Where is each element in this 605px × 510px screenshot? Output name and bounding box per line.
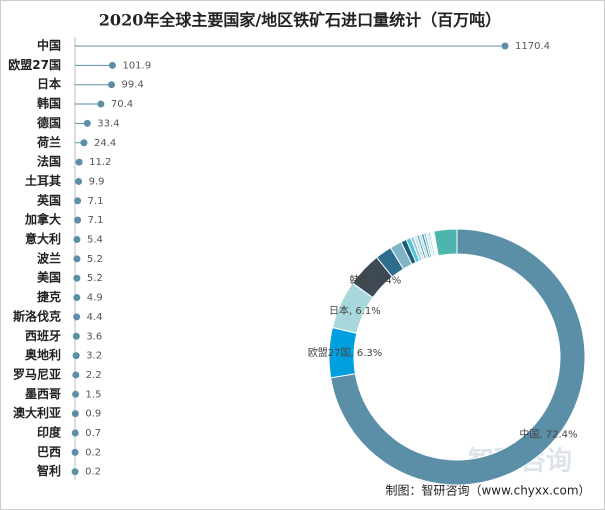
dot — [74, 216, 82, 224]
dot — [74, 197, 82, 205]
category-label: 西班牙 — [25, 328, 61, 343]
category-label: 土耳其 — [25, 173, 61, 188]
category-label: 韩国 — [37, 96, 61, 111]
value-label: 3.6 — [86, 331, 102, 342]
category-label: 巴西 — [37, 445, 61, 459]
category-label: 捷克 — [37, 289, 61, 304]
value-label: 9.9 — [89, 176, 105, 187]
category-label: 波兰 — [37, 250, 61, 265]
value-label: 99.4 — [122, 80, 144, 91]
category-label: 罗马尼亚 — [13, 366, 61, 381]
value-label: 7.1 — [88, 215, 104, 226]
value-label: 24.4 — [94, 138, 116, 149]
category-label: 智利 — [36, 463, 61, 478]
category-label: 荷兰 — [36, 134, 61, 149]
value-label: 7.1 — [88, 196, 104, 207]
dot — [75, 158, 83, 166]
value-label: 0.2 — [85, 467, 101, 478]
category-label: 美国 — [37, 270, 61, 285]
chart-title: 2020年全球主要国家/地区铁矿石进口量统计（百万吨） — [99, 11, 501, 30]
dot — [72, 371, 80, 379]
value-label: 3.2 — [86, 351, 102, 362]
category-label: 德国 — [37, 115, 61, 130]
dot — [71, 429, 79, 437]
dot — [73, 294, 81, 302]
slice-label: 韩国, 4.4% — [349, 273, 401, 286]
dot — [71, 448, 79, 456]
value-label: 101.9 — [122, 60, 151, 71]
donut-slice — [433, 228, 458, 257]
category-label: 法国 — [37, 154, 61, 169]
category-label: 墨西哥 — [25, 387, 61, 401]
dot — [73, 313, 81, 321]
category-label: 日本 — [37, 76, 61, 91]
dot — [73, 274, 81, 282]
dot — [71, 410, 79, 418]
dot — [71, 468, 79, 476]
dot — [501, 42, 509, 50]
dot — [108, 61, 116, 69]
value-label: 70.4 — [111, 99, 133, 110]
value-label: 4.4 — [87, 312, 103, 323]
value-label: 2.2 — [86, 370, 102, 381]
value-label: 33.4 — [97, 118, 119, 129]
dot — [80, 139, 88, 147]
category-label: 斯洛伐克 — [13, 308, 61, 323]
source: 制图：智研咨询（www.chyxx.com） — [385, 483, 590, 498]
dot — [75, 177, 83, 185]
value-label: 5.2 — [87, 254, 103, 265]
value-label: 5.2 — [87, 273, 103, 284]
value-label: 5.4 — [87, 235, 103, 246]
value-label: 1.5 — [86, 389, 102, 400]
value-label: 4.9 — [87, 293, 103, 304]
value-label: 0.7 — [85, 428, 101, 439]
dot — [73, 255, 81, 263]
category-label: 英国 — [37, 192, 61, 207]
category-label: 澳大利亚 — [13, 405, 61, 420]
category-label: 欧盟27国 — [8, 57, 61, 72]
dot — [72, 390, 80, 398]
dot — [97, 100, 105, 108]
slice-label: 欧盟27国, 6.3% — [308, 347, 383, 359]
dot — [73, 236, 81, 243]
category-label: 奥地利 — [25, 347, 61, 362]
category-label: 中国 — [37, 38, 61, 53]
dot — [72, 352, 80, 360]
value-label: 11.2 — [89, 157, 111, 168]
donut-slice — [330, 228, 586, 486]
category-label: 意大利 — [25, 231, 61, 246]
dot — [83, 119, 91, 127]
value-label: 0.9 — [85, 409, 101, 420]
category-label: 印度 — [37, 425, 62, 440]
value-label: 1170.4 — [515, 41, 550, 52]
slice-label: 中国, 72.4% — [519, 428, 577, 441]
slice-label: 日本, 6.1% — [329, 304, 381, 317]
value-label: 0.2 — [85, 447, 101, 458]
category-label: 加拿大 — [24, 212, 61, 227]
dot — [108, 81, 116, 89]
dot — [72, 332, 80, 340]
